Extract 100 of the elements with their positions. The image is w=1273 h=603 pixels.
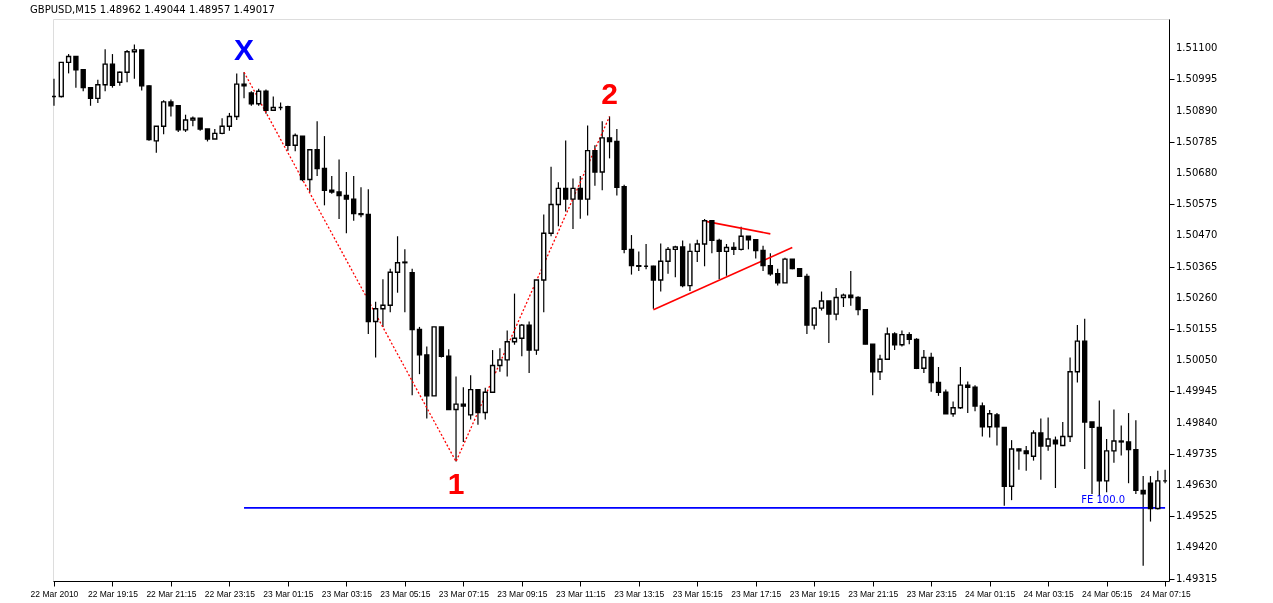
candlestick bbox=[716, 238, 722, 280]
candlestick bbox=[497, 347, 503, 373]
candlestick bbox=[694, 239, 700, 263]
y-tick-label: 1.49315 bbox=[1176, 572, 1218, 584]
candlestick bbox=[921, 349, 927, 374]
y-tick-label: 1.49945 bbox=[1176, 385, 1218, 397]
y-tick-label: 1.50995 bbox=[1176, 73, 1218, 85]
candlestick bbox=[73, 55, 79, 89]
candlestick bbox=[950, 400, 956, 418]
candlestick bbox=[986, 409, 993, 439]
x-tick-label: 22 Mar 2010 bbox=[30, 588, 79, 599]
x-tick-label: 23 Mar 09:15 bbox=[497, 588, 548, 599]
candlestick bbox=[87, 86, 94, 107]
candlestick bbox=[1125, 412, 1132, 484]
x-tick-label: 24 Mar 05:15 bbox=[1082, 588, 1133, 599]
x-tick-label: 23 Mar 11:15 bbox=[556, 588, 606, 599]
candlestick bbox=[782, 257, 788, 284]
x-tick-label: 23 Mar 15:15 bbox=[672, 588, 724, 599]
x-tick-label: 22 Mar 21:15 bbox=[146, 588, 197, 599]
candlestick bbox=[372, 301, 379, 359]
candlestick bbox=[628, 234, 635, 276]
annotation: X bbox=[234, 33, 255, 67]
candlestick bbox=[672, 245, 678, 278]
candlestick bbox=[321, 135, 328, 206]
candlestick bbox=[1030, 429, 1037, 462]
x-tick-label: 23 Mar 23:15 bbox=[906, 588, 957, 599]
candlestick bbox=[723, 243, 730, 277]
y-tick-label: 1.49420 bbox=[1176, 541, 1218, 553]
y-tick-label: 1.49630 bbox=[1176, 479, 1218, 491]
candlestick bbox=[1016, 447, 1022, 471]
candlestick bbox=[314, 120, 320, 177]
candlestick bbox=[1060, 421, 1066, 447]
candlestick bbox=[979, 401, 986, 438]
candlestick bbox=[65, 53, 72, 74]
x-tick-label: 23 Mar 19:15 bbox=[789, 588, 841, 599]
x-tick-label: 23 Mar 17:15 bbox=[731, 588, 782, 599]
candlestick bbox=[943, 389, 949, 415]
x-tick-label: 24 Mar 03:15 bbox=[1023, 588, 1074, 599]
candlestick bbox=[665, 246, 671, 275]
candlestick bbox=[935, 366, 942, 397]
candlestick bbox=[519, 323, 525, 357]
candlestick bbox=[1111, 408, 1117, 464]
candlestick bbox=[475, 388, 481, 426]
candlestick bbox=[650, 265, 657, 310]
candlestick bbox=[1023, 445, 1029, 472]
y-tick-label: 1.50785 bbox=[1176, 135, 1218, 147]
candlestick bbox=[343, 171, 350, 234]
y-tick-label: 1.50890 bbox=[1176, 104, 1218, 116]
candlestick bbox=[109, 53, 116, 89]
candlestick bbox=[1118, 424, 1124, 457]
candlestick bbox=[351, 175, 357, 222]
annotation: 1 bbox=[447, 466, 465, 500]
y-tick-label: 1.50365 bbox=[1176, 260, 1218, 272]
y-tick-label: 1.50470 bbox=[1176, 229, 1218, 241]
candlestick bbox=[555, 181, 562, 227]
candlestick bbox=[957, 366, 964, 410]
x-tick-label: 23 Mar 03:15 bbox=[321, 588, 373, 599]
x-tick-label: 23 Mar 07:15 bbox=[438, 588, 490, 599]
y-tick-label: 1.50050 bbox=[1176, 354, 1218, 366]
series-label: FE 100.0 bbox=[1081, 493, 1126, 505]
candlestick bbox=[153, 125, 159, 154]
candlestick bbox=[972, 384, 978, 412]
candlestick bbox=[482, 387, 488, 421]
candlestick bbox=[658, 242, 664, 293]
y-tick-label: 1.49525 bbox=[1176, 510, 1218, 522]
y-tick-label: 1.50680 bbox=[1176, 166, 1218, 178]
x-tick-label: 23 Mar 13:15 bbox=[614, 588, 665, 599]
candlestick bbox=[131, 43, 138, 80]
candlestick bbox=[453, 375, 459, 463]
candlestick bbox=[263, 88, 269, 115]
x-tick-label: 22 Mar 23:15 bbox=[204, 588, 256, 599]
candlestick bbox=[636, 250, 642, 272]
candlestick bbox=[570, 177, 576, 230]
candlestick bbox=[592, 144, 598, 187]
candlestick bbox=[241, 71, 247, 99]
candlestick bbox=[701, 218, 708, 267]
y-tick-label: 1.50260 bbox=[1176, 291, 1218, 303]
candlestick bbox=[504, 329, 510, 378]
x-tick-label: 24 Mar 01:15 bbox=[965, 588, 1016, 599]
x-tick-label: 24 Mar 07:15 bbox=[1140, 588, 1191, 599]
y-tick-label: 1.49840 bbox=[1176, 416, 1218, 428]
candlestick bbox=[767, 252, 774, 277]
candlestick bbox=[818, 290, 825, 312]
candlestick bbox=[577, 175, 583, 220]
y-tick-label: 1.49735 bbox=[1176, 447, 1218, 459]
candlestick bbox=[358, 186, 364, 218]
annotation: 2 bbox=[601, 77, 618, 111]
candlestick bbox=[394, 235, 401, 294]
candlestick bbox=[563, 139, 569, 213]
candlestick bbox=[460, 386, 467, 443]
candlestick bbox=[1052, 435, 1059, 489]
x-tick-label: 23 Mar 01:15 bbox=[263, 588, 314, 599]
candlestick bbox=[124, 49, 130, 83]
candlestick bbox=[855, 295, 861, 316]
y-tick-label: 1.51100 bbox=[1176, 42, 1218, 54]
x-tick-label: 23 Mar 05:15 bbox=[380, 588, 431, 599]
candlestick bbox=[965, 380, 971, 414]
candlestick bbox=[848, 270, 854, 307]
chart-title: GBPUSD,M15 1.48962 1.49044 1.48957 1.49017 bbox=[30, 4, 275, 15]
x-tick-label: 23 Mar 21:15 bbox=[848, 588, 899, 599]
